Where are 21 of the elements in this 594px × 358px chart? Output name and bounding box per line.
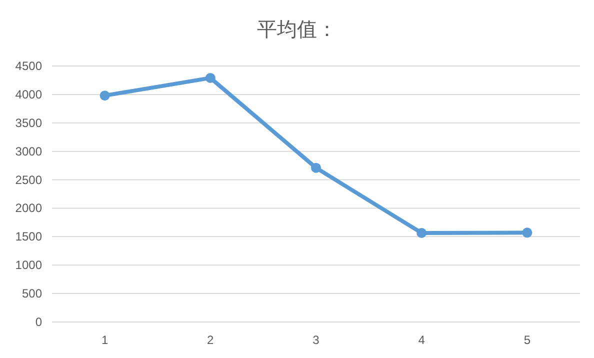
point <box>416 228 427 238</box>
x-tick-label: 5 <box>524 333 531 347</box>
x-tick-label: 1 <box>101 333 108 347</box>
chart-title: 平均值： <box>257 19 337 41</box>
y-tick-label: 4000 <box>15 87 42 102</box>
point <box>100 90 110 101</box>
point <box>311 162 321 173</box>
point <box>522 228 532 238</box>
y-tick-label: 2500 <box>15 172 42 187</box>
y-tick-label: 2000 <box>15 201 42 216</box>
y-tick-label: 0 <box>35 315 42 329</box>
x-tick-label: 4 <box>418 333 426 347</box>
y-tick-label: 1000 <box>15 258 42 272</box>
point <box>205 72 216 83</box>
y-tick-label: 1500 <box>15 230 42 244</box>
y-tick-label: 500 <box>22 286 42 301</box>
y-tick-label: 4500 <box>15 59 42 73</box>
x-tick-label: 2 <box>207 333 214 347</box>
x-tick-label: 3 <box>312 333 320 347</box>
y-tick-label: 3000 <box>15 144 42 158</box>
y-tick-label: 3500 <box>15 116 42 130</box>
